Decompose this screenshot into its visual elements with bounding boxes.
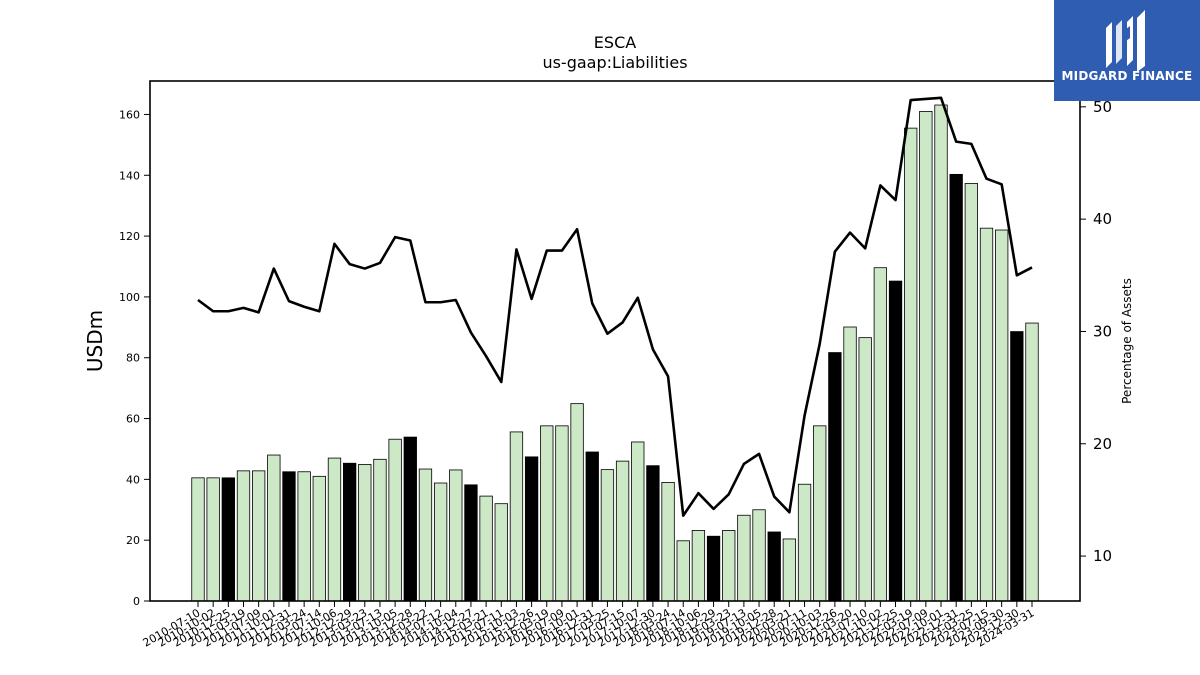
y-tick-label: 40 <box>126 473 140 486</box>
bar <box>782 538 797 602</box>
line-layer <box>197 96 1033 517</box>
bar-layer <box>191 104 1039 602</box>
bar <box>236 470 251 602</box>
bar <box>251 470 266 602</box>
y2-tick-label: 50 <box>1093 98 1112 116</box>
bar <box>1025 322 1039 602</box>
y2-tick-label: 30 <box>1093 322 1112 340</box>
bar <box>767 531 781 602</box>
bar <box>949 173 963 602</box>
logo-mark-icon <box>1106 10 1145 72</box>
bar <box>615 460 630 602</box>
x-axis: 2010-07-102010-10-022010-12-252011-03-19… <box>141 601 1037 650</box>
y-tick-label: 20 <box>126 534 140 547</box>
bar <box>206 477 220 602</box>
bar <box>267 454 281 602</box>
bar <box>858 337 872 602</box>
bar <box>312 475 326 602</box>
bar <box>433 482 448 602</box>
y2-tick-label: 10 <box>1093 547 1112 565</box>
series-line <box>197 96 1033 517</box>
bar <box>540 425 554 602</box>
bar <box>1010 331 1024 602</box>
plot-frame <box>149 80 1081 602</box>
bar <box>479 495 493 602</box>
bar <box>631 441 645 602</box>
bar <box>327 457 342 602</box>
bar <box>464 484 478 602</box>
bar <box>403 436 417 602</box>
y-axis: 0 20 40 60 80 100 120 140 160 <box>119 108 150 608</box>
chart-title: ESCA <box>594 33 636 52</box>
bar <box>919 111 933 602</box>
bar <box>373 458 387 602</box>
y-tick-label: 0 <box>133 595 140 608</box>
bar <box>342 462 357 602</box>
y-tick-label: 140 <box>119 169 140 182</box>
y2-tick-label: 40 <box>1093 210 1112 228</box>
bar <box>934 104 948 602</box>
midgard-finance-logo: MIDGARD FINANCE <box>1054 0 1200 101</box>
bar <box>585 451 599 602</box>
y-tick-label: 120 <box>119 230 140 243</box>
y2-axis: 10 20 30 40 50 <box>1080 98 1112 565</box>
bar <box>737 514 751 602</box>
bar <box>494 503 508 602</box>
y2-axis-label: Percentage of Assets <box>1120 278 1134 404</box>
bar <box>964 183 978 602</box>
bar <box>418 468 433 602</box>
bar <box>979 227 994 602</box>
y2-tick-label: 20 <box>1093 435 1112 453</box>
y-tick-label: 80 <box>126 352 140 365</box>
bar <box>873 267 888 602</box>
bar <box>752 509 766 602</box>
bar <box>449 469 463 602</box>
y-tick-label: 160 <box>119 108 140 121</box>
bar <box>388 438 402 602</box>
bar <box>509 431 524 602</box>
bar <box>661 481 675 602</box>
logo-text: MIDGARD FINANCE <box>1061 69 1193 83</box>
bar <box>221 477 235 602</box>
y-tick-label: 60 <box>126 413 140 426</box>
bar <box>797 483 812 602</box>
bar <box>888 280 903 602</box>
y-axis-label: USDm <box>83 310 107 372</box>
bar <box>722 530 736 602</box>
bar <box>828 352 842 602</box>
bar <box>570 403 584 602</box>
bar <box>706 535 721 602</box>
bar <box>191 477 205 602</box>
bar <box>676 540 690 602</box>
bar <box>297 471 311 602</box>
bar <box>555 425 569 602</box>
bar <box>600 469 615 602</box>
bar <box>813 425 827 602</box>
bar <box>358 464 372 602</box>
bar <box>524 456 539 602</box>
bar <box>646 465 660 602</box>
bar <box>282 471 296 602</box>
bar <box>843 326 857 602</box>
chart-subtitle: us-gaap:Liabilities <box>542 53 687 72</box>
bar <box>904 127 918 602</box>
y-tick-label: 100 <box>119 291 140 304</box>
bar <box>691 530 706 602</box>
bar <box>995 229 1009 602</box>
